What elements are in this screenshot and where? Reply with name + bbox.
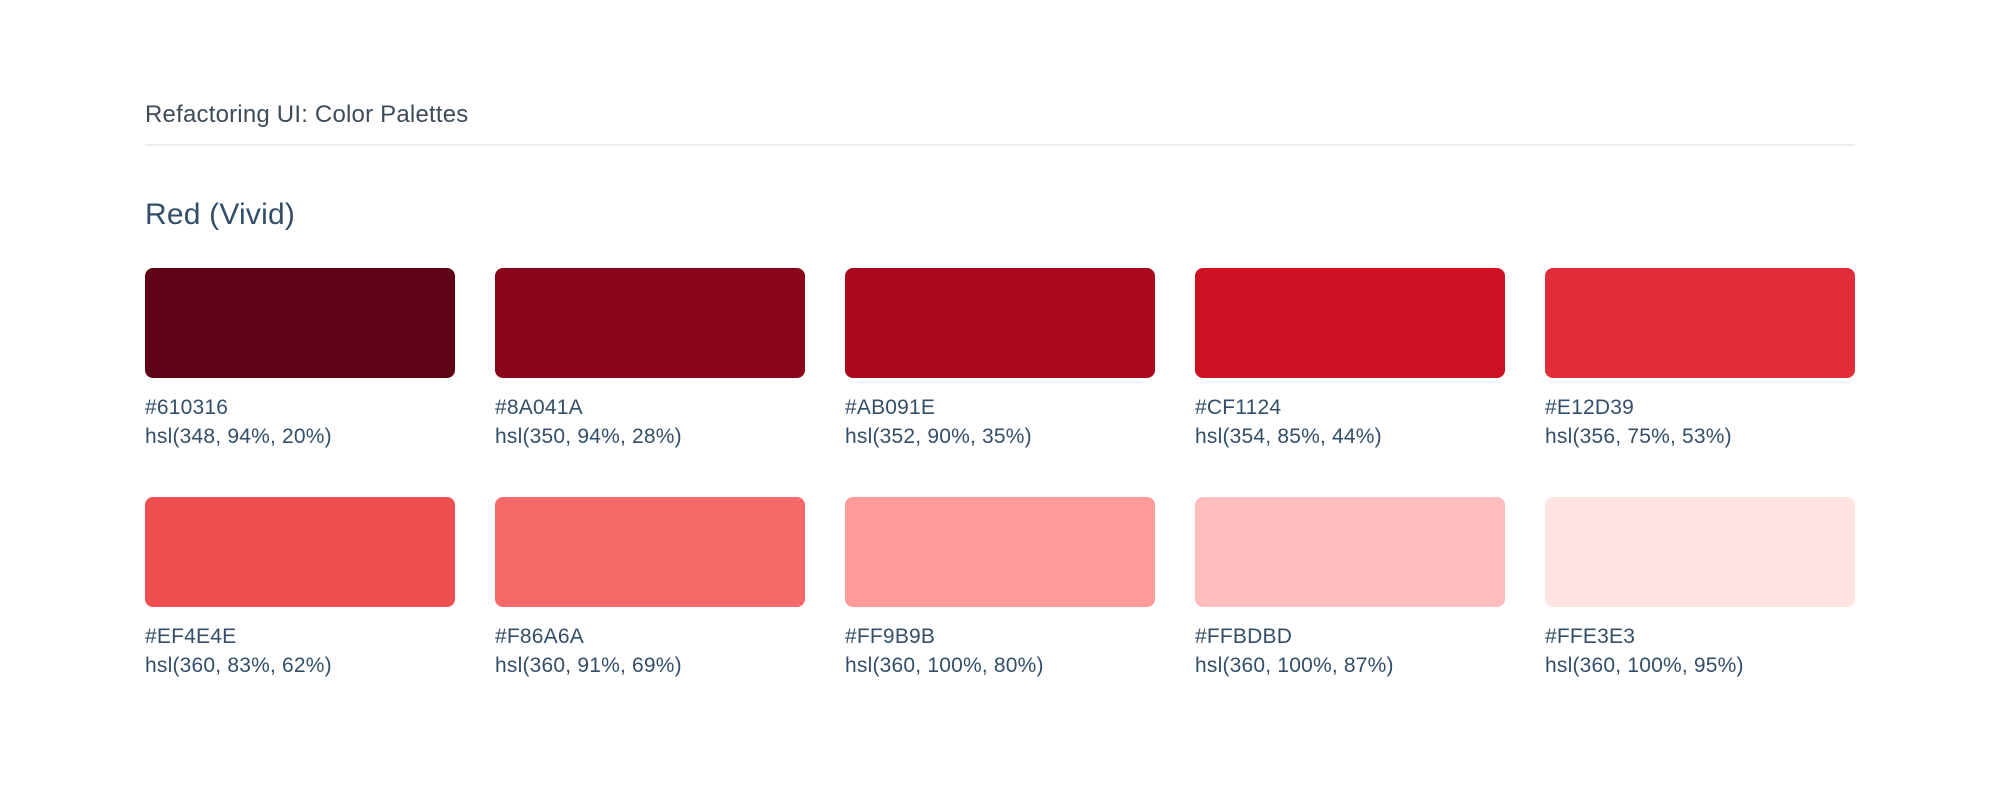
hsl-label: hsl(356, 75%, 53%) — [1545, 425, 1732, 448]
hex-label: #FF9B9B — [845, 625, 936, 648]
color-swatch — [845, 497, 1155, 607]
swatch-card: #E12D39 hsl(356, 75%, 53%) — [1545, 268, 1855, 451]
page-title: Refactoring UI: Color Palettes — [145, 101, 469, 128]
swatch-card: #FFE3E3 hsl(360, 100%, 95%) — [1545, 497, 1855, 680]
swatch-grid: #610316 hsl(348, 94%, 20%) #8A041A hsl(3… — [145, 268, 1855, 680]
hsl-label: hsl(360, 83%, 62%) — [145, 654, 332, 677]
color-swatch — [1195, 268, 1505, 378]
hex-label: #FFBDBD — [1195, 625, 1293, 648]
hex-label: #E12D39 — [1545, 396, 1634, 419]
hsl-label: hsl(352, 90%, 35%) — [845, 425, 1032, 448]
swatch-card: #FF9B9B hsl(360, 100%, 80%) — [845, 497, 1155, 680]
hsl-label: hsl(354, 85%, 44%) — [1195, 425, 1382, 448]
hex-label: #610316 — [145, 396, 229, 419]
swatch-card: #AB091E hsl(352, 90%, 35%) — [845, 268, 1155, 451]
palette-section: Red (Vivid) #610316 hsl(348, 94%, 20%) #… — [145, 196, 1855, 680]
hex-label: #EF4E4E — [145, 625, 237, 648]
hsl-label: hsl(360, 91%, 69%) — [495, 654, 682, 677]
hex-label: #AB091E — [845, 396, 936, 419]
hex-label: #CF1124 — [1195, 396, 1282, 419]
hex-label: #FFE3E3 — [1545, 625, 1636, 648]
color-swatch — [145, 268, 455, 378]
color-swatch — [1545, 268, 1855, 378]
page-header: Refactoring UI: Color Palettes — [145, 0, 1855, 146]
swatch-card: #610316 hsl(348, 94%, 20%) — [145, 268, 455, 451]
swatch-card: #CF1124 hsl(354, 85%, 44%) — [1195, 268, 1505, 451]
palette-name: Red (Vivid) — [145, 198, 296, 231]
color-swatch — [495, 497, 805, 607]
color-swatch — [145, 497, 455, 607]
hex-label: #F86A6A — [495, 625, 584, 648]
color-swatch — [1545, 497, 1855, 607]
color-swatch — [1195, 497, 1505, 607]
hsl-label: hsl(348, 94%, 20%) — [145, 425, 332, 448]
hsl-label: hsl(360, 100%, 87%) — [1195, 654, 1394, 677]
swatch-card: #EF4E4E hsl(360, 83%, 62%) — [145, 497, 455, 680]
swatch-card: #FFBDBD hsl(360, 100%, 87%) — [1195, 497, 1505, 680]
swatch-card: #F86A6A hsl(360, 91%, 69%) — [495, 497, 805, 680]
color-swatch — [495, 268, 805, 378]
hsl-label: hsl(360, 100%, 95%) — [1545, 654, 1744, 677]
swatch-card: #8A041A hsl(350, 94%, 28%) — [495, 268, 805, 451]
hsl-label: hsl(360, 100%, 80%) — [845, 654, 1044, 677]
hex-label: #8A041A — [495, 396, 583, 419]
color-swatch — [845, 268, 1155, 378]
hsl-label: hsl(350, 94%, 28%) — [495, 425, 682, 448]
